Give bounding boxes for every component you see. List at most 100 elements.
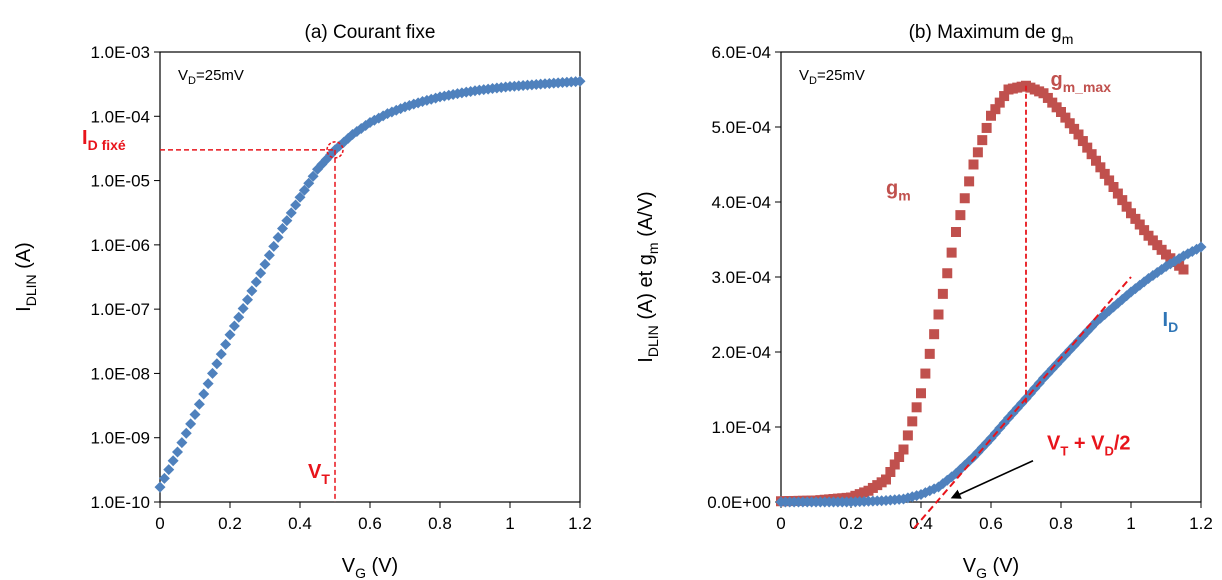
gm-point — [894, 452, 905, 462]
panel-b-y-axis-title: IDLIN (A) et gm (A/V) — [635, 191, 661, 362]
gm-point — [964, 176, 975, 187]
gm-point — [942, 268, 953, 279]
id-fixed-label: ID fixé — [82, 127, 126, 153]
gm-point — [999, 91, 1010, 102]
gm-point — [907, 416, 918, 427]
id-point — [259, 258, 271, 270]
panel-a-y-tick-label: 1.0E-07 — [90, 300, 150, 319]
gm-point — [1134, 219, 1145, 230]
id-point — [202, 378, 214, 390]
gm-point — [1086, 149, 1097, 160]
panel-b-vd-label: VD=25mV — [799, 67, 865, 87]
id-point — [180, 427, 192, 439]
operating-point-circle — [326, 141, 344, 159]
id-point — [189, 408, 201, 420]
panel-a-x-tick-label: 1 — [505, 514, 514, 533]
id-point — [246, 285, 258, 297]
id-point — [163, 464, 175, 476]
panel-b-x-tick-label: 0.8 — [1049, 514, 1073, 533]
id-point — [167, 455, 179, 467]
gm-point — [889, 459, 900, 470]
id-point — [351, 126, 363, 138]
id-point — [294, 191, 306, 203]
gm-point — [1077, 136, 1088, 147]
gm-point — [1095, 162, 1106, 173]
gm-point — [881, 474, 891, 485]
id-point — [281, 215, 293, 227]
gm-point — [1073, 129, 1084, 140]
panel-b-y-tick-label: 0.0E+00 — [707, 493, 771, 512]
gm-point — [955, 210, 966, 221]
id-point — [574, 75, 586, 87]
gm-point — [1060, 112, 1071, 123]
gm-point — [1130, 213, 1141, 224]
id-point — [158, 472, 170, 484]
id-point — [207, 367, 218, 379]
gm-point — [916, 388, 926, 399]
panel-b-x-tick-label: 1.2 — [1189, 514, 1213, 533]
panel-b-title: (b) Maximum de gm — [909, 22, 1074, 47]
panel-b-x-tick-label: 0.2 — [839, 514, 863, 533]
id-point — [386, 106, 398, 118]
panel-b-x-tick-label: 0.4 — [909, 514, 933, 533]
id-point — [176, 437, 188, 449]
id-label: ID — [1163, 309, 1179, 335]
id-point — [298, 184, 310, 196]
gm-point — [929, 329, 940, 340]
id-point — [228, 320, 240, 332]
id-point — [215, 348, 227, 360]
panel-b-x-ticks: 0 0.2 0.4 0.6 0.8 1 1.2 — [776, 502, 1213, 533]
gm-point — [959, 193, 970, 204]
id-point — [233, 311, 245, 323]
gm-point — [972, 147, 983, 158]
gm-point — [911, 402, 922, 413]
panel-b-y-tick-label: 5.0E-04 — [711, 118, 771, 137]
gm-point — [1117, 195, 1128, 206]
panel-b-y-tick-label: 6.0E-04 — [711, 43, 771, 62]
panel-a-x-axis-title: VG (V) — [342, 555, 398, 580]
panel-a: (a) Courant fixe 1.0E-031.0E-041.0E-051.… — [13, 22, 592, 580]
gm-point — [885, 467, 896, 477]
panel-b-y-tick-label: 4.0E-04 — [711, 193, 771, 212]
id-point — [237, 302, 249, 314]
id-point — [193, 398, 205, 410]
gm-point — [1139, 225, 1150, 236]
id-point — [154, 481, 166, 493]
id-point — [250, 276, 262, 288]
id-point — [272, 231, 284, 243]
gm-point — [1064, 118, 1075, 129]
gm-point — [924, 348, 935, 359]
panel-a-y-tick-label: 1.0E-06 — [90, 236, 150, 255]
gm-point — [1178, 264, 1189, 275]
gm-point — [1104, 175, 1115, 186]
panel-a-series-id — [154, 75, 586, 493]
gm-point — [968, 159, 979, 170]
gm-point — [1091, 155, 1101, 166]
gm-point — [1126, 208, 1136, 219]
panel-a-x-ticks: 0 0.2 0.4 0.6 0.8 1 1.2 — [155, 502, 592, 533]
id-point — [307, 170, 319, 182]
id-point — [285, 207, 297, 219]
gm-point — [994, 97, 1005, 108]
id-point — [211, 358, 223, 370]
id-point — [303, 177, 315, 189]
vt-label: VT — [308, 461, 330, 487]
id-point — [277, 222, 288, 234]
id-point — [290, 199, 302, 211]
panel-b-x-tick-label: 0 — [776, 514, 785, 533]
id-point — [220, 338, 232, 350]
gm-point — [951, 227, 961, 237]
panel-a-y-tick-label: 1.0E-10 — [90, 493, 150, 512]
gm-point — [1069, 123, 1080, 134]
panel-b-x-axis-title: VG (V) — [963, 555, 1019, 580]
panel-a-y-tick-label: 1.0E-05 — [90, 172, 150, 191]
panel-a-y-ticks: 1.0E-03 1.0E-04 1.0E-05 1.0E-06 1.0E-07 1.0E-… — [90, 43, 160, 512]
gm-point — [977, 135, 988, 146]
panel-b-y-ticks: 6.0E-04 5.0E-04 4.0E-04 3.0E-04 2.0E-04 1.0E-… — [707, 43, 781, 512]
id-point — [1195, 241, 1207, 253]
gm-point — [990, 104, 1001, 115]
vt-arrow — [950, 460, 1034, 499]
panel-a-x-tick-label: 0.4 — [288, 514, 312, 533]
gm-point — [1121, 201, 1132, 212]
